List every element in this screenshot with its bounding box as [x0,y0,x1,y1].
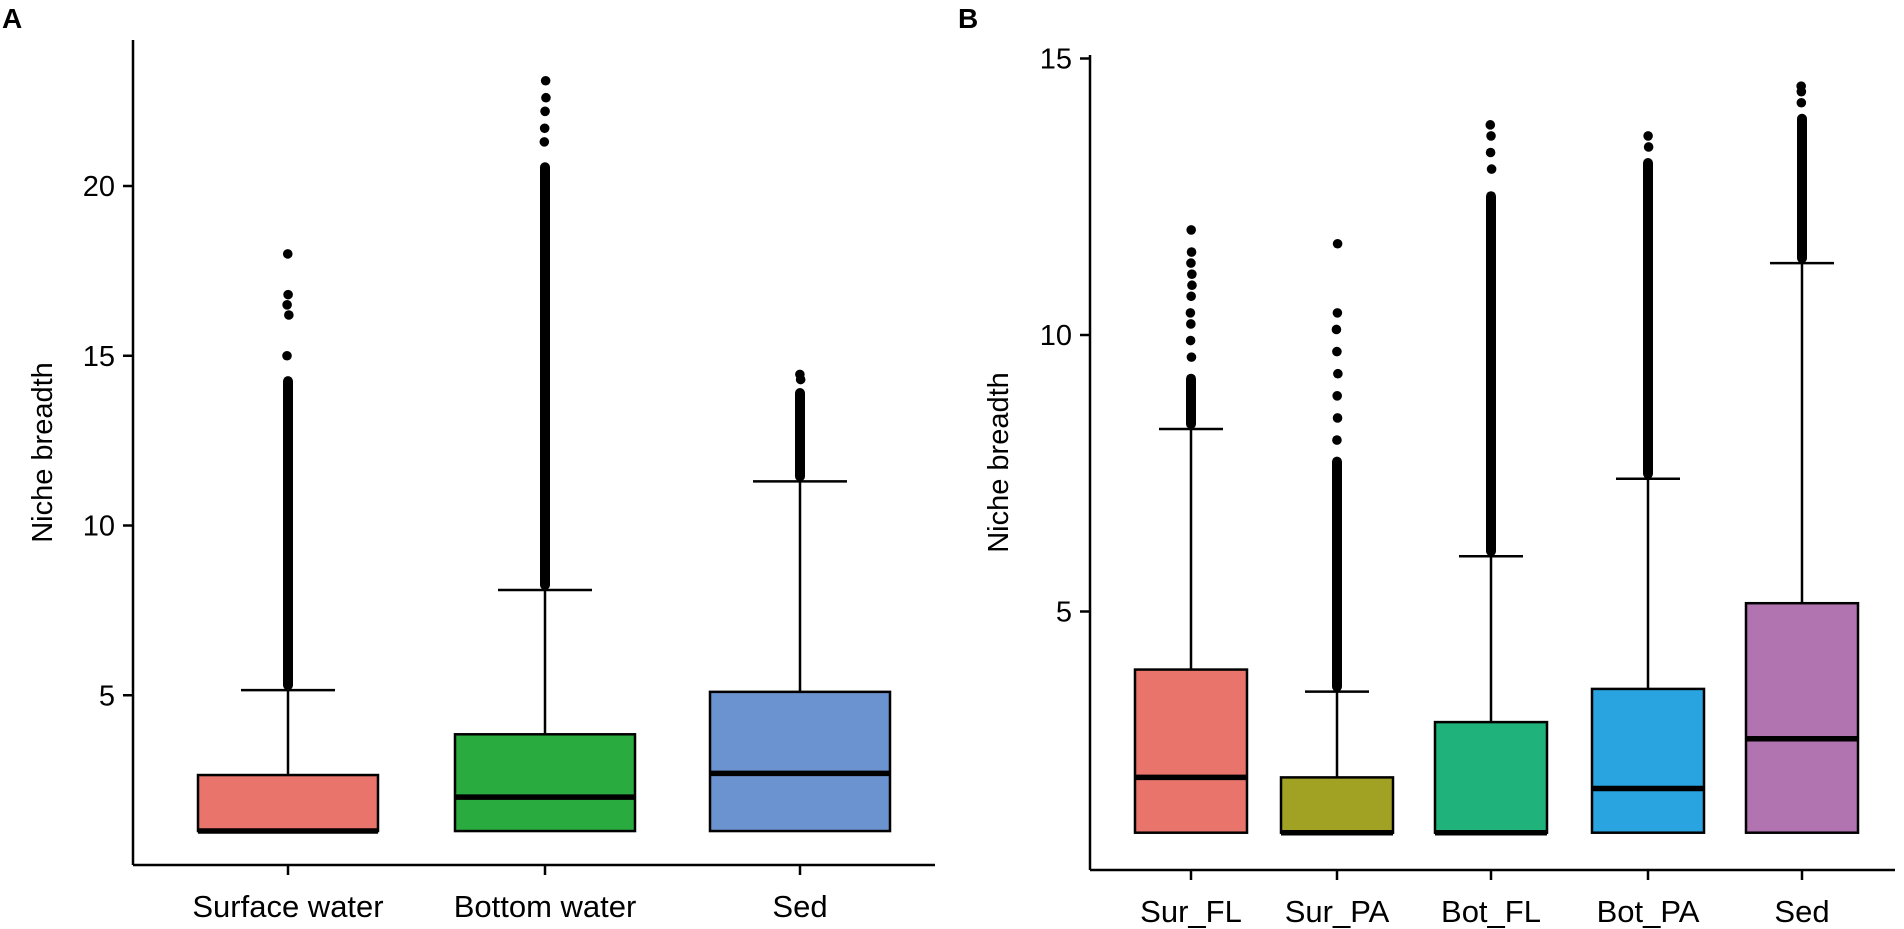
outlier-point [1332,308,1343,318]
outlier-point [1187,269,1197,279]
y-tick-label: 15 [1040,44,1072,76]
x-tick-label: Sed [772,889,827,924]
outlier-point [539,123,550,134]
outlier-point [1643,131,1653,141]
outlier-point [1332,413,1343,423]
outlier-band [283,376,293,691]
outlier-point [1332,391,1342,401]
outlier-point [282,249,293,259]
box-group: Bot_FL [1433,120,1549,929]
outlier-band [1797,113,1807,264]
panel-a-boxplot: A Niche breadth 5 10 15 20 Surface water Bottom… [2,3,935,924]
outlier-point [283,289,293,300]
outlier-point [1332,346,1342,357]
outlier-point [1485,147,1496,158]
outlier-band [1186,373,1196,430]
box-group: Sed [1744,81,1860,929]
outlier-point [540,106,550,117]
outlier-point [1796,97,1807,108]
x-tick-label: Surface water [192,889,383,924]
box [1279,776,1395,834]
x-tick-label: Sur_PA [1285,894,1390,929]
outlier-band [540,162,550,591]
outlier-point [1796,81,1806,91]
box [708,690,892,833]
outlier-point [1643,142,1654,152]
outlier-point [1332,238,1343,249]
box-group: Sur_FL [1133,225,1249,929]
y-tick-label: 5 [1056,597,1072,629]
outlier-band [1332,456,1342,692]
y-tick-label: 10 [1040,320,1072,352]
panel-letter: A [2,3,22,34]
outlier-point [282,350,292,361]
outlier-point [1186,225,1196,235]
outlier-point [795,369,805,380]
outlier-point [1186,319,1196,329]
outlier-point [540,75,551,86]
box-group: Bottom water [453,75,637,924]
outlier-point [282,300,292,310]
x-tick-label: Bottom water [454,889,637,924]
box [1744,601,1860,834]
outlier-point [1186,247,1197,257]
box-group: Bot_PA [1590,131,1706,929]
box-group: Sur_PA [1279,238,1395,929]
y-tick-label: 5 [99,680,115,712]
box [453,733,637,833]
outlier-point [1186,352,1197,362]
box [1433,720,1549,834]
outlier-band [1486,191,1496,557]
panel-b-boxplot: B Niche breadth 5 10 15 Sur_FL Sur_PA Bot_FL Bot… [958,3,1895,929]
outlier-point [1486,131,1496,141]
x-tick-label: Bot_FL [1441,894,1541,929]
outlier-point [1332,435,1342,445]
box-group: Surface water [192,249,384,924]
outlier-band [795,388,805,482]
outlier-point [1485,120,1496,130]
box [196,773,380,833]
outlier-point [1486,164,1497,174]
y-tick-label: 20 [83,171,115,203]
outlier-point [1185,308,1196,318]
box-group: Sed [708,369,892,924]
y-tick-label: 10 [83,511,115,543]
outlier-point [1333,368,1343,379]
y-axis-title: Niche breadth [983,372,1015,553]
box [1133,668,1249,834]
y-axis-title: Niche breadth [27,362,59,543]
x-tick-label: Sur_FL [1140,894,1242,929]
panel-letter: B [958,3,978,34]
y-tick-label: 15 [83,341,115,373]
box [1590,687,1706,834]
outlier-point [284,310,294,320]
outlier-point [1185,335,1196,346]
outlier-point [1331,324,1342,335]
outlier-point [1187,280,1197,291]
outlier-point [541,92,551,103]
outlier-band [1643,158,1653,479]
outlier-point [1186,291,1196,302]
x-tick-label: Bot_PA [1597,894,1700,929]
outlier-point [539,137,550,147]
x-tick-label: Sed [1774,894,1829,929]
outlier-point [1186,258,1196,268]
